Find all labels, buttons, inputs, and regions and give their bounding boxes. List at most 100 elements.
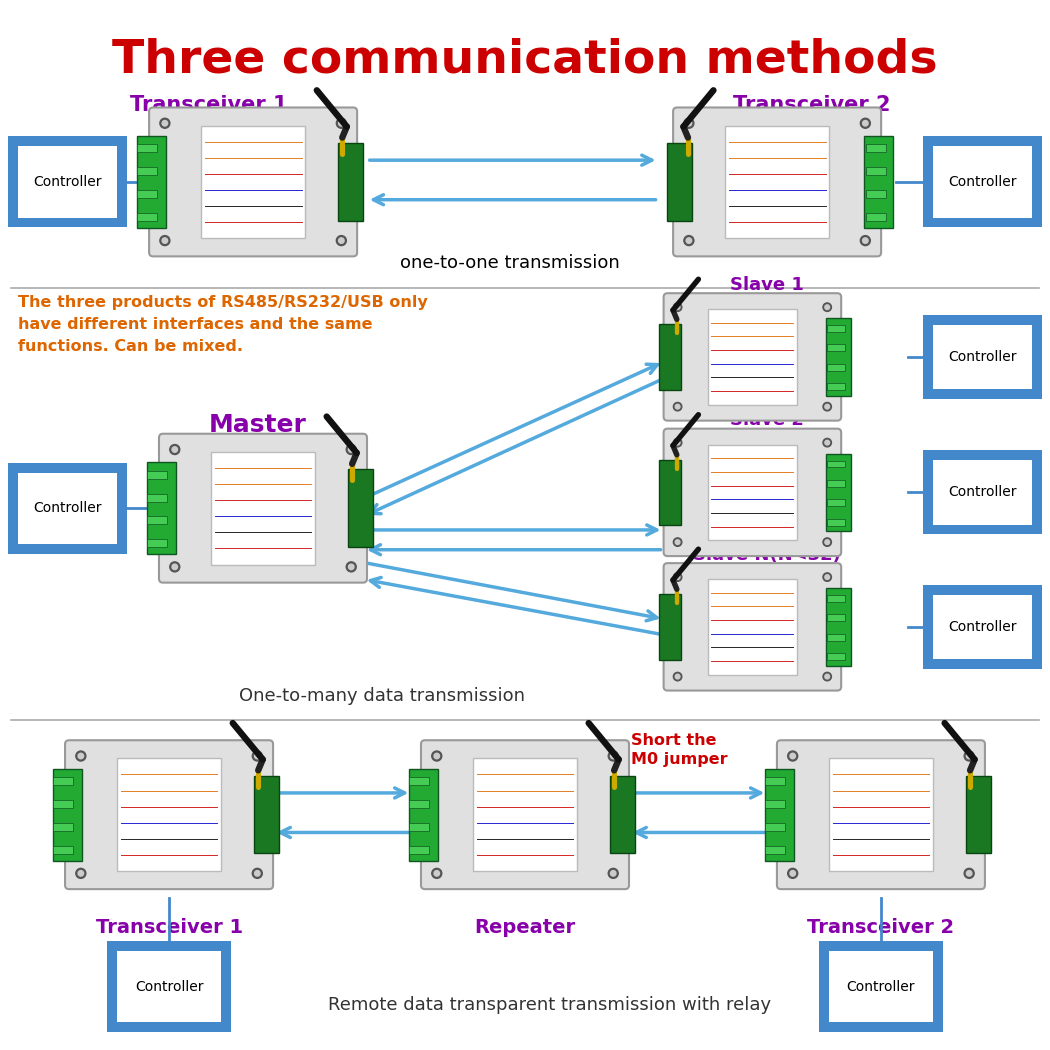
Bar [18, 146, 117, 217]
Text: Remote data transparent transmission with relay: Remote data transparent transmission wit… [329, 995, 772, 1013]
Circle shape [863, 121, 868, 126]
Bar [408, 846, 429, 854]
Text: Slave 2: Slave 2 [731, 412, 804, 429]
Circle shape [823, 672, 832, 680]
Text: Master: Master [209, 414, 307, 437]
Bar [709, 579, 797, 675]
Circle shape [825, 674, 830, 679]
Text: The three products of RS485/RS232/USB only
have different interfaces and the sam: The three products of RS485/RS232/USB on… [18, 295, 427, 354]
Text: Controller: Controller [948, 620, 1017, 634]
Text: Controller: Controller [33, 501, 102, 516]
Bar [830, 951, 932, 1023]
Bar [709, 444, 797, 540]
Bar [865, 190, 886, 198]
Circle shape [860, 235, 870, 246]
Text: Transceiver 2: Transceiver 2 [807, 919, 954, 938]
Circle shape [336, 119, 346, 128]
Bar [147, 462, 176, 554]
Circle shape [434, 870, 440, 876]
FancyBboxPatch shape [673, 107, 881, 256]
Circle shape [170, 444, 180, 455]
Text: Transceiver 1: Transceiver 1 [130, 94, 288, 114]
Circle shape [338, 238, 344, 244]
Circle shape [675, 674, 680, 679]
Bar [827, 461, 844, 467]
Circle shape [160, 119, 170, 128]
Circle shape [162, 238, 168, 244]
Text: Controller: Controller [33, 175, 102, 189]
Circle shape [684, 235, 694, 246]
Bar [828, 758, 933, 872]
Text: Controller: Controller [948, 485, 1017, 500]
Circle shape [608, 751, 618, 761]
Bar [610, 776, 635, 854]
Circle shape [675, 304, 680, 310]
Circle shape [349, 564, 354, 569]
Bar [138, 136, 166, 228]
Circle shape [823, 538, 832, 546]
Bar [408, 800, 429, 808]
Circle shape [790, 870, 796, 876]
Text: Controller: Controller [948, 350, 1017, 364]
Bar [827, 383, 844, 391]
Bar [827, 595, 844, 602]
Circle shape [78, 870, 84, 876]
Circle shape [160, 235, 170, 246]
Bar [408, 823, 429, 831]
Bar [52, 800, 74, 808]
Bar [659, 594, 680, 659]
Bar [52, 846, 74, 854]
Bar [667, 143, 692, 220]
Bar [827, 653, 844, 660]
Bar [923, 136, 1042, 228]
Circle shape [162, 121, 168, 126]
Bar [933, 146, 1032, 217]
Bar [764, 846, 785, 854]
Bar [138, 190, 158, 198]
Text: Transceiver 2: Transceiver 2 [733, 94, 890, 114]
Bar [52, 777, 74, 785]
Circle shape [346, 444, 356, 455]
Circle shape [78, 753, 84, 759]
FancyBboxPatch shape [421, 740, 629, 889]
FancyBboxPatch shape [149, 107, 357, 256]
Text: Transceiver 1: Transceiver 1 [96, 919, 243, 938]
Bar [933, 324, 1032, 390]
Circle shape [76, 751, 86, 761]
Circle shape [170, 562, 180, 572]
Bar [827, 326, 844, 332]
Bar [18, 472, 117, 544]
Circle shape [349, 446, 354, 453]
Circle shape [790, 753, 796, 759]
Bar [827, 480, 844, 487]
Text: Controller: Controller [846, 980, 916, 993]
Circle shape [434, 753, 440, 759]
Circle shape [172, 564, 177, 569]
Bar [118, 951, 220, 1023]
Bar [107, 941, 231, 1032]
Bar [923, 315, 1042, 399]
Text: One-to-many data transmission: One-to-many data transmission [238, 687, 525, 705]
Bar [52, 769, 82, 861]
Circle shape [675, 440, 680, 445]
Circle shape [252, 868, 262, 879]
Circle shape [825, 540, 830, 545]
Text: Slave 1: Slave 1 [731, 276, 804, 294]
Bar [827, 344, 844, 352]
Bar [827, 614, 844, 622]
Circle shape [673, 402, 681, 411]
Bar [826, 318, 850, 396]
Circle shape [76, 868, 86, 879]
Circle shape [788, 751, 798, 761]
Bar [865, 144, 886, 152]
Text: Three communication methods: Three communication methods [112, 38, 938, 83]
Text: Slave N(N<32): Slave N(N<32) [693, 546, 841, 564]
FancyBboxPatch shape [777, 740, 985, 889]
Bar [138, 213, 158, 222]
Circle shape [338, 121, 344, 126]
Bar [819, 941, 943, 1032]
Circle shape [346, 562, 356, 572]
Circle shape [673, 303, 681, 312]
Bar [923, 450, 1042, 534]
Circle shape [254, 870, 260, 876]
